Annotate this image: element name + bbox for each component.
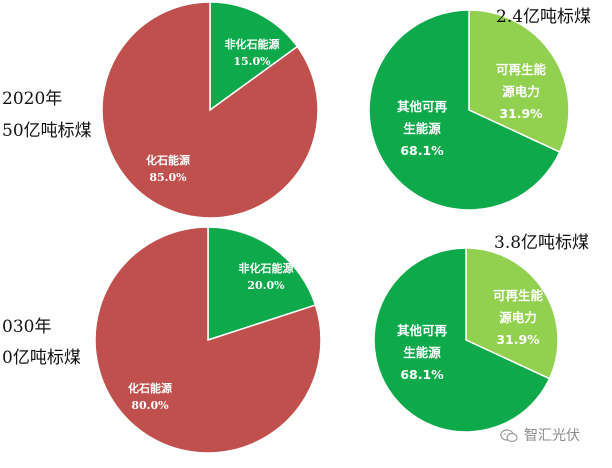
watermark: 智汇光伏 <box>500 425 580 445</box>
pie-slice <box>373 247 551 433</box>
slice-category-label: 源电力 <box>499 310 537 325</box>
year-label-2020: 2020年 <box>2 89 63 109</box>
slice-category-label: 可再生能 <box>493 288 544 303</box>
pie-chart-2020-total: 非化石能源 15.0% 化石能源 85.0% <box>101 1 319 219</box>
watermark-text: 智汇光伏 <box>524 428 580 444</box>
wechat-icon <box>500 429 518 443</box>
slice-value-label: 85.0% <box>149 171 187 184</box>
slice-value-label: 80.0% <box>131 399 169 412</box>
pie-slice <box>209 1 299 112</box>
pie-slice <box>465 247 559 380</box>
pie-slice <box>94 226 322 454</box>
pie-slice <box>207 226 317 342</box>
nonfossil-total-label-2030: 3.8亿吨标煤 <box>494 233 590 253</box>
slice-value-label: 31.9% <box>499 106 543 121</box>
slice-category-label: 化石能源 <box>128 381 172 395</box>
slice-category-label: 非化石能源 <box>239 261 294 275</box>
slice-category-label: 可再生能 <box>496 62 547 77</box>
slice-value-label: 31.9% <box>496 332 540 347</box>
total-label-2030: 0亿吨标煤 <box>2 348 81 368</box>
slice-category-label: 其他可再 <box>397 323 448 338</box>
slice-value-label: 15.0% <box>233 55 271 68</box>
pie-slice <box>101 1 319 219</box>
slice-value-label: 68.1% <box>400 143 444 158</box>
slice-category-label: 生能源 <box>403 121 441 136</box>
nonfossil-total-label-2020: 2.4亿吨标煤 <box>496 7 592 27</box>
pie-slice <box>468 9 570 154</box>
slice-value-label: 68.1% <box>400 367 444 382</box>
slice-category-label: 其他可再 <box>397 99 448 114</box>
slice-category-label: 源电力 <box>502 84 540 99</box>
slice-category-label: 生能源 <box>403 345 441 360</box>
year-label-2030: 030年 <box>2 317 52 337</box>
slice-category-label: 非化石能源 <box>225 37 280 51</box>
total-label-2020: 50亿吨标煤 <box>2 121 92 141</box>
pie-slice <box>368 9 561 211</box>
pie-chart-2030-total: 非化石能源 20.0% 化石能源 80.0% <box>94 226 322 454</box>
slice-category-label: 化石能源 <box>146 153 190 167</box>
slice-value-label: 20.0% <box>247 279 285 292</box>
